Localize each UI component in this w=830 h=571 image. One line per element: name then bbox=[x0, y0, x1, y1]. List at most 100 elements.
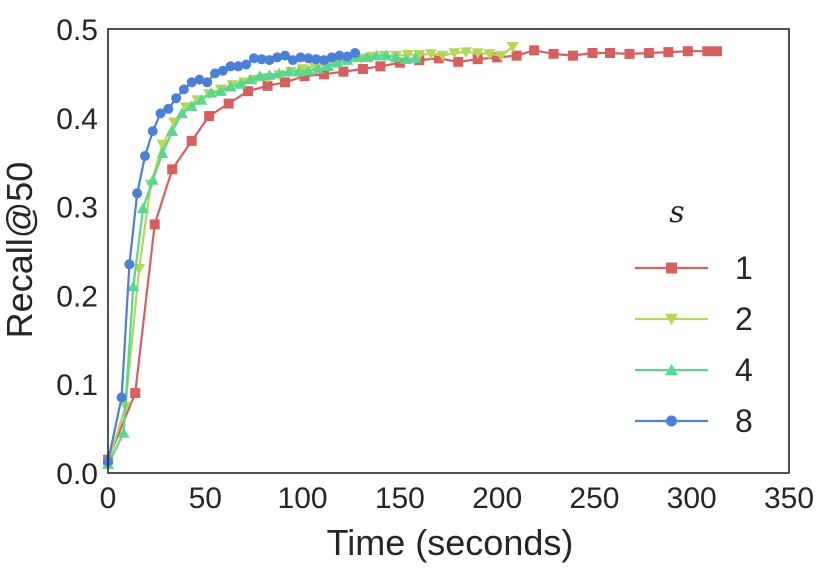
series-8-point bbox=[303, 53, 314, 64]
x-tick-label: 0 bbox=[100, 482, 117, 515]
series-4-point bbox=[175, 107, 188, 119]
series-4-point bbox=[117, 427, 130, 438]
series-1-point bbox=[204, 111, 215, 122]
series-4-point bbox=[253, 70, 266, 81]
series-4-point bbox=[312, 63, 325, 74]
series-8-point bbox=[233, 61, 244, 72]
series-8-point bbox=[311, 54, 322, 65]
series-4-point bbox=[205, 87, 218, 98]
series-1-point bbox=[492, 52, 503, 63]
series-8-point bbox=[318, 55, 329, 66]
series-1-point bbox=[338, 66, 349, 77]
series-4-point bbox=[146, 174, 159, 185]
series-1-point bbox=[587, 47, 598, 58]
series-1-point bbox=[568, 50, 579, 61]
series-4-point bbox=[166, 125, 179, 136]
series-4-point bbox=[137, 202, 150, 214]
series-4-point bbox=[282, 65, 295, 77]
x-tick-label: 350 bbox=[764, 482, 814, 515]
y-axis-label: Recall@50 bbox=[0, 162, 40, 339]
x-tick-label: 250 bbox=[569, 482, 619, 515]
series-1-point bbox=[186, 135, 197, 146]
series-8-point bbox=[202, 77, 213, 88]
x-axis-label: Time (seconds) bbox=[327, 522, 574, 563]
series-4-point bbox=[302, 64, 315, 76]
legend: s 1 2 4 8 bbox=[635, 195, 753, 439]
series-2-point bbox=[401, 50, 414, 61]
legend-entry-2: 2 bbox=[635, 301, 753, 337]
series-1-point bbox=[149, 219, 160, 230]
series-2-point bbox=[483, 49, 496, 60]
series-4-point bbox=[156, 147, 169, 159]
series-4-point bbox=[214, 85, 227, 96]
series-8-point bbox=[326, 52, 337, 63]
series-2-point bbox=[506, 42, 519, 53]
series-4-point bbox=[409, 52, 422, 64]
legend-entry-1: 1 bbox=[635, 250, 753, 286]
series-8-point bbox=[287, 55, 298, 66]
x-tick-label: 50 bbox=[189, 482, 222, 515]
series-4-point bbox=[195, 94, 208, 105]
series-1-point bbox=[223, 98, 234, 109]
series-2-point bbox=[436, 50, 449, 62]
series-1-point bbox=[548, 48, 559, 59]
series-8-point bbox=[171, 93, 182, 104]
y-tick-label: 0.3 bbox=[56, 192, 98, 225]
series-8-point bbox=[210, 68, 221, 79]
series-4-point bbox=[360, 51, 373, 63]
series-1-point bbox=[643, 47, 654, 58]
series-4-point bbox=[380, 49, 393, 61]
x-tick-label: 300 bbox=[667, 482, 717, 515]
series-8 bbox=[103, 47, 361, 467]
series-8-point bbox=[139, 150, 150, 161]
series-2-point bbox=[156, 139, 169, 151]
series-1-point bbox=[318, 69, 329, 80]
series-2-point bbox=[413, 50, 426, 61]
series-1-point bbox=[299, 71, 310, 82]
series-8-point bbox=[194, 74, 205, 85]
x-axis-ticks: 0 50 100 150 200 250 300 350 bbox=[100, 482, 814, 515]
series-8-point bbox=[163, 103, 174, 114]
series-1-point bbox=[663, 47, 674, 58]
series-2-point bbox=[495, 50, 508, 62]
x-tick-label: 200 bbox=[472, 482, 522, 515]
series-1-point bbox=[375, 61, 386, 72]
series-2-point bbox=[448, 48, 461, 59]
series-4-point bbox=[127, 280, 140, 292]
legend-entry-8: 8 bbox=[635, 403, 753, 439]
series-1 bbox=[103, 45, 723, 465]
legend-title: s bbox=[669, 195, 684, 230]
series-1-point bbox=[433, 53, 444, 64]
series-4-point bbox=[399, 53, 412, 64]
series-4-point bbox=[331, 56, 344, 68]
series-8-point bbox=[155, 108, 166, 119]
series-8-point bbox=[241, 59, 252, 70]
plot-background bbox=[108, 29, 789, 473]
series-8-point bbox=[116, 392, 127, 403]
legend-label: 4 bbox=[735, 352, 753, 388]
series-8-point bbox=[280, 50, 291, 61]
series-1-point bbox=[624, 48, 635, 59]
series-1-point bbox=[280, 77, 291, 88]
series-1-point bbox=[702, 46, 713, 57]
plot-frame bbox=[107, 28, 790, 474]
series-2-point bbox=[296, 64, 309, 75]
series-8-point bbox=[178, 84, 189, 95]
series-1-point bbox=[262, 80, 273, 91]
y-tick-label: 0.4 bbox=[56, 103, 98, 136]
series-8-point bbox=[147, 126, 158, 137]
series-1-point bbox=[472, 54, 483, 65]
series-4-point bbox=[185, 100, 198, 112]
series-2-point bbox=[179, 102, 192, 113]
series-4-point bbox=[370, 49, 383, 61]
legend-label: 2 bbox=[735, 301, 753, 337]
legend-entries: 1 2 4 8 bbox=[635, 250, 753, 439]
series-1-point bbox=[712, 46, 723, 57]
series-1-point bbox=[243, 86, 254, 97]
series-8-point bbox=[124, 259, 135, 270]
series-4-point bbox=[224, 80, 237, 92]
series-4-point bbox=[321, 60, 334, 72]
legend-marker bbox=[665, 313, 678, 326]
legend-marker bbox=[665, 363, 678, 376]
